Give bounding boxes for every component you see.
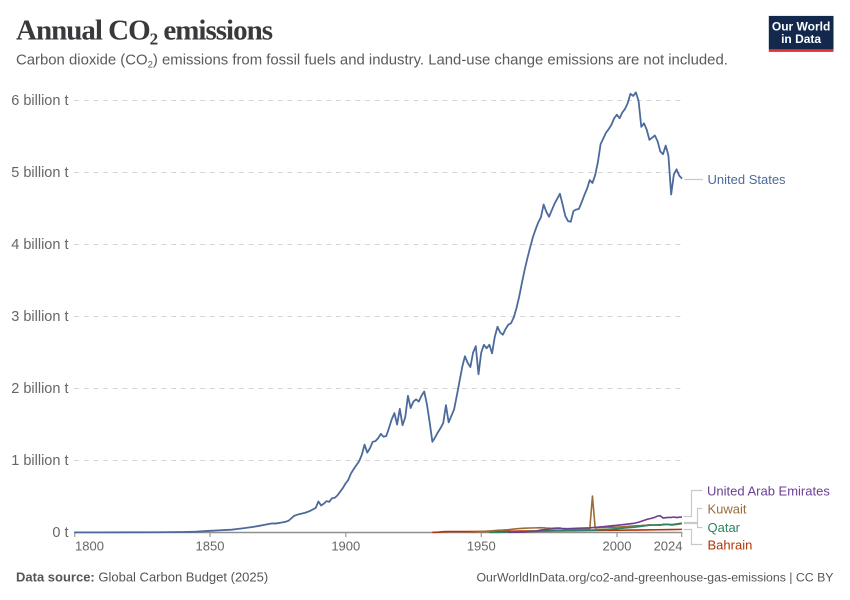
svg-text:6 billion t: 6 billion t — [11, 93, 68, 109]
svg-text:1900: 1900 — [331, 539, 360, 554]
svg-text:1800: 1800 — [75, 539, 104, 554]
svg-text:1 billion t: 1 billion t — [11, 453, 68, 469]
svg-text:2 billion t: 2 billion t — [11, 381, 68, 397]
svg-text:United States: United States — [708, 172, 787, 187]
svg-text:Our World: Our World — [772, 20, 830, 34]
svg-text:OurWorldInData.org/co2-and-gre: OurWorldInData.org/co2-and-greenhouse-ga… — [476, 571, 833, 585]
svg-text:1950: 1950 — [467, 539, 496, 554]
svg-text:5 billion t: 5 billion t — [11, 165, 68, 181]
svg-text:in Data: in Data — [781, 32, 821, 46]
svg-text:2024: 2024 — [654, 539, 683, 554]
svg-text:Bahrain: Bahrain — [708, 538, 753, 553]
svg-text:4 billion t: 4 billion t — [11, 237, 68, 253]
svg-text:2000: 2000 — [603, 539, 632, 554]
svg-text:Annual CO2 emissions: Annual CO2 emissions — [16, 15, 273, 49]
svg-text:0 t: 0 t — [52, 525, 68, 541]
svg-text:Data source: Global Carbon Bud: Data source: Global Carbon Budget (2025) — [16, 570, 268, 585]
svg-text:3 billion t: 3 billion t — [11, 309, 68, 325]
svg-text:Kuwait: Kuwait — [708, 501, 747, 516]
svg-text:Carbon dioxide (CO2) emissions: Carbon dioxide (CO2) emissions from foss… — [16, 53, 728, 71]
svg-text:1850: 1850 — [196, 539, 225, 554]
svg-text:Qatar: Qatar — [708, 520, 741, 535]
svg-text:United Arab Emirates: United Arab Emirates — [707, 483, 830, 498]
